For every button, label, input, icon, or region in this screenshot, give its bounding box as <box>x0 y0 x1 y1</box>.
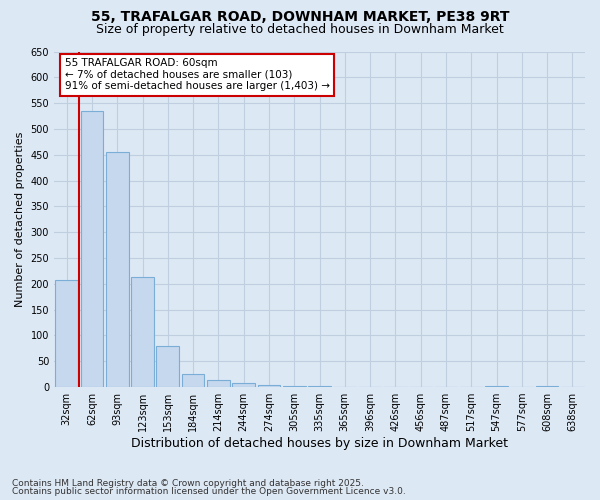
Bar <box>55 280 78 387</box>
Bar <box>182 374 205 387</box>
Bar <box>232 383 255 387</box>
Text: 55 TRAFALGAR ROAD: 60sqm
← 7% of detached houses are smaller (103)
91% of semi-d: 55 TRAFALGAR ROAD: 60sqm ← 7% of detache… <box>65 58 329 92</box>
Bar <box>207 380 230 387</box>
Bar <box>131 277 154 387</box>
Bar <box>536 386 559 387</box>
X-axis label: Distribution of detached houses by size in Downham Market: Distribution of detached houses by size … <box>131 437 508 450</box>
Bar <box>157 346 179 387</box>
Bar <box>485 386 508 387</box>
Text: Contains HM Land Registry data © Crown copyright and database right 2025.: Contains HM Land Registry data © Crown c… <box>12 478 364 488</box>
Text: Contains public sector information licensed under the Open Government Licence v3: Contains public sector information licen… <box>12 487 406 496</box>
Bar <box>283 386 305 387</box>
Bar <box>308 386 331 387</box>
Text: 55, TRAFALGAR ROAD, DOWNHAM MARKET, PE38 9RT: 55, TRAFALGAR ROAD, DOWNHAM MARKET, PE38… <box>91 10 509 24</box>
Bar <box>106 152 128 387</box>
Text: Size of property relative to detached houses in Downham Market: Size of property relative to detached ho… <box>96 22 504 36</box>
Bar <box>80 111 103 387</box>
Y-axis label: Number of detached properties: Number of detached properties <box>15 132 25 307</box>
Bar <box>257 384 280 387</box>
